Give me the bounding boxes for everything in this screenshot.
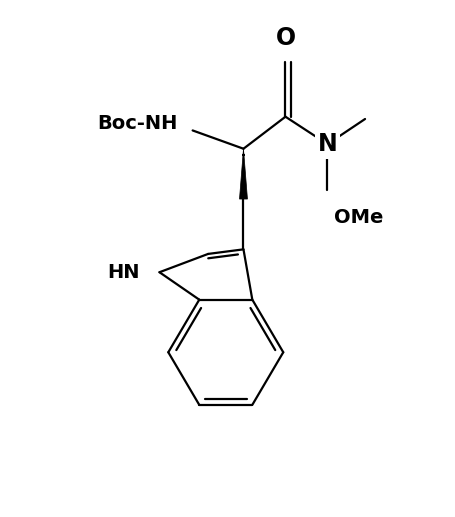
Text: O: O xyxy=(275,26,295,50)
Text: Boc-NH: Boc-NH xyxy=(96,114,177,133)
Text: OMe: OMe xyxy=(334,208,383,227)
Polygon shape xyxy=(239,149,247,199)
Text: HN: HN xyxy=(107,263,139,282)
Text: N: N xyxy=(317,132,337,156)
